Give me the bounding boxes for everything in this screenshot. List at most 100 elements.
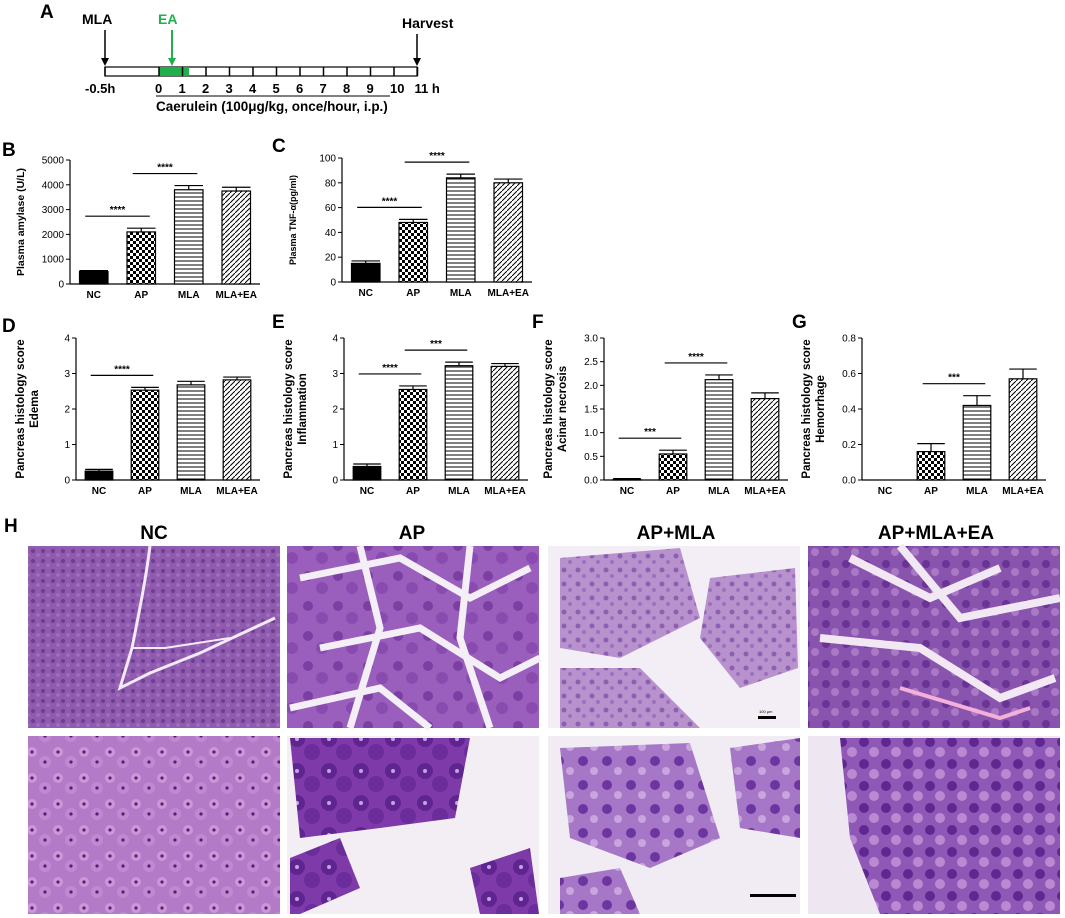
histology-nc-low (28, 545, 280, 728)
y-axis-label: Plasma amylase (U/L) (15, 168, 27, 276)
significance-label: **** (382, 196, 398, 207)
y-tick-label: 40 (325, 228, 337, 239)
x-tick-label: AP (406, 486, 420, 497)
timeline-mla-label: MLA (82, 11, 112, 27)
y-tick-label: 4000 (42, 180, 65, 191)
y-tick-label: 60 (325, 203, 337, 214)
histology-image-grid: 100 μm (28, 543, 1061, 914)
x-tick-label: MLA+EA (216, 290, 257, 301)
x-tick-label: MLA+EA (484, 486, 525, 497)
timeline-tick-label: 7 (320, 81, 327, 96)
y-axis-label-2: Acinar necrosis (557, 366, 569, 452)
x-tick-label: MLA (708, 486, 730, 497)
significance-label: **** (157, 163, 173, 174)
chart-f-acinar-necrosis: 0.0 0.5 1.0 1.5 2.0 2.5 3.0 Pancreas histology … (543, 334, 788, 497)
y-axis-label: Plasma TNF-α(pg/ml) (288, 175, 298, 265)
bar-mla (173, 189, 204, 285)
mla-arrow-icon (101, 58, 109, 66)
y-tick-label: 4 (332, 334, 338, 345)
timeline-ea-label: EA (158, 11, 177, 27)
significance-label: *** (644, 427, 656, 438)
scale-bar-high (750, 894, 796, 897)
bar-nc (84, 470, 114, 481)
panel-letter-g: G (792, 312, 807, 333)
timeline-tick-label: 8 (343, 81, 350, 96)
panel-letter-f: F (532, 312, 544, 333)
bar-mla-ea (1008, 378, 1038, 481)
bar-ap (398, 388, 428, 481)
timeline-tick-label: 3 (226, 81, 233, 96)
x-tick-label: NC (620, 486, 634, 497)
y-tick-label: 0 (64, 476, 70, 487)
bar-mla-ea (221, 190, 252, 285)
y-tick-label: 1000 (42, 255, 65, 266)
bar-nc (78, 270, 109, 285)
y-tick-label: 1 (64, 440, 70, 451)
y-tick-label: 0.0 (584, 476, 598, 487)
bar-mla (176, 384, 206, 481)
bar-mla-ea (493, 182, 524, 283)
y-axis-label: Pancreas histology score (801, 339, 813, 478)
y-tick-label: 0 (58, 280, 64, 291)
histology-ap-high (287, 736, 539, 914)
y-axis-label: Pancreas histology score (543, 339, 555, 478)
histology-ap-mla-low: 100 μm (548, 546, 800, 728)
y-tick-label: 0.8 (842, 334, 856, 345)
x-tick-label: MLA+EA (744, 486, 785, 497)
x-tick-label: NC (360, 486, 374, 497)
panel-letter-a: A (40, 2, 54, 23)
bar-mla-ea (222, 379, 252, 481)
y-tick-label: 2 (332, 405, 338, 416)
y-tick-label: 0.2 (842, 440, 856, 451)
timeline-tick-label: 10 (390, 81, 404, 96)
x-tick-label: NC (87, 290, 101, 301)
x-tick-label: AP (666, 486, 680, 497)
bar-mla (962, 404, 992, 481)
histology-ap-low (287, 545, 542, 731)
y-tick-label: 0.6 (842, 369, 856, 380)
x-tick-label: MLA+EA (216, 486, 257, 497)
significance-label: **** (114, 364, 130, 375)
timeline-tick-label: 6 (296, 81, 303, 96)
y-tick-label: 2 (64, 405, 70, 416)
y-tick-label: 3000 (42, 205, 65, 216)
chart-d-edema: 0 1 2 3 4 Pancreas histology score Edema NC AP ML… (15, 334, 260, 497)
timeline-tick-label: 9 (367, 81, 374, 96)
bar-mla (444, 365, 474, 481)
significance-label: **** (110, 205, 126, 216)
y-tick-label: 2.5 (584, 357, 598, 368)
y-tick-label: 0.5 (584, 452, 598, 463)
significance-label: *** (948, 373, 960, 384)
timeline-tick-label: 5 (273, 81, 280, 96)
significance-label: **** (429, 151, 445, 162)
ea-arrow-icon (168, 58, 176, 66)
ea-stimulation-bar (159, 67, 189, 76)
histology-ap-mla-ea-low (808, 543, 1061, 728)
x-tick-label: AP (406, 288, 420, 299)
histology-ap-mla-high (548, 736, 800, 914)
histology-label-ap-mla-ea: AP+MLA+EA (877, 523, 995, 544)
y-tick-label: 3 (332, 369, 338, 380)
panel-letter-d: D (2, 316, 16, 337)
histology-label-ap-mla: AP+MLA (636, 523, 716, 544)
scale-bar-low-text: 100 μm (759, 709, 773, 714)
x-tick-label: MLA (180, 486, 202, 497)
y-tick-label: 1.5 (584, 405, 598, 416)
significance-label: **** (382, 363, 398, 374)
timeline-diagram: MLA EA Harvest -0.5h 0 1 2 3 4 5 6 7 8 9 10 11 h Cae… (82, 11, 454, 114)
y-tick-label: 0.0 (842, 476, 856, 487)
panel-letter-h: H (4, 516, 18, 537)
chart-c-plasma-tnf: 0 20 40 60 80 100 Plasma TNF-α(pg/ml) NC AP MLA ML… (288, 151, 532, 299)
x-tick-label: MLA (448, 486, 470, 497)
y-tick-label: 20 (325, 253, 337, 264)
y-tick-label: 2.0 (584, 381, 598, 392)
bar-mla-ea (750, 397, 780, 481)
chart-g-hemorrhage: 0.0 0.2 0.4 0.6 0.8 Pancreas histology score H… (801, 334, 1046, 497)
histology-label-ap: AP (398, 523, 426, 544)
bar-nc (352, 465, 382, 481)
timeline-tick-label: 1 (179, 81, 186, 96)
bar-ap (658, 453, 688, 481)
panel-letter-e: E (272, 312, 285, 333)
y-tick-label: 3 (64, 369, 70, 380)
x-tick-label: NC (92, 486, 106, 497)
